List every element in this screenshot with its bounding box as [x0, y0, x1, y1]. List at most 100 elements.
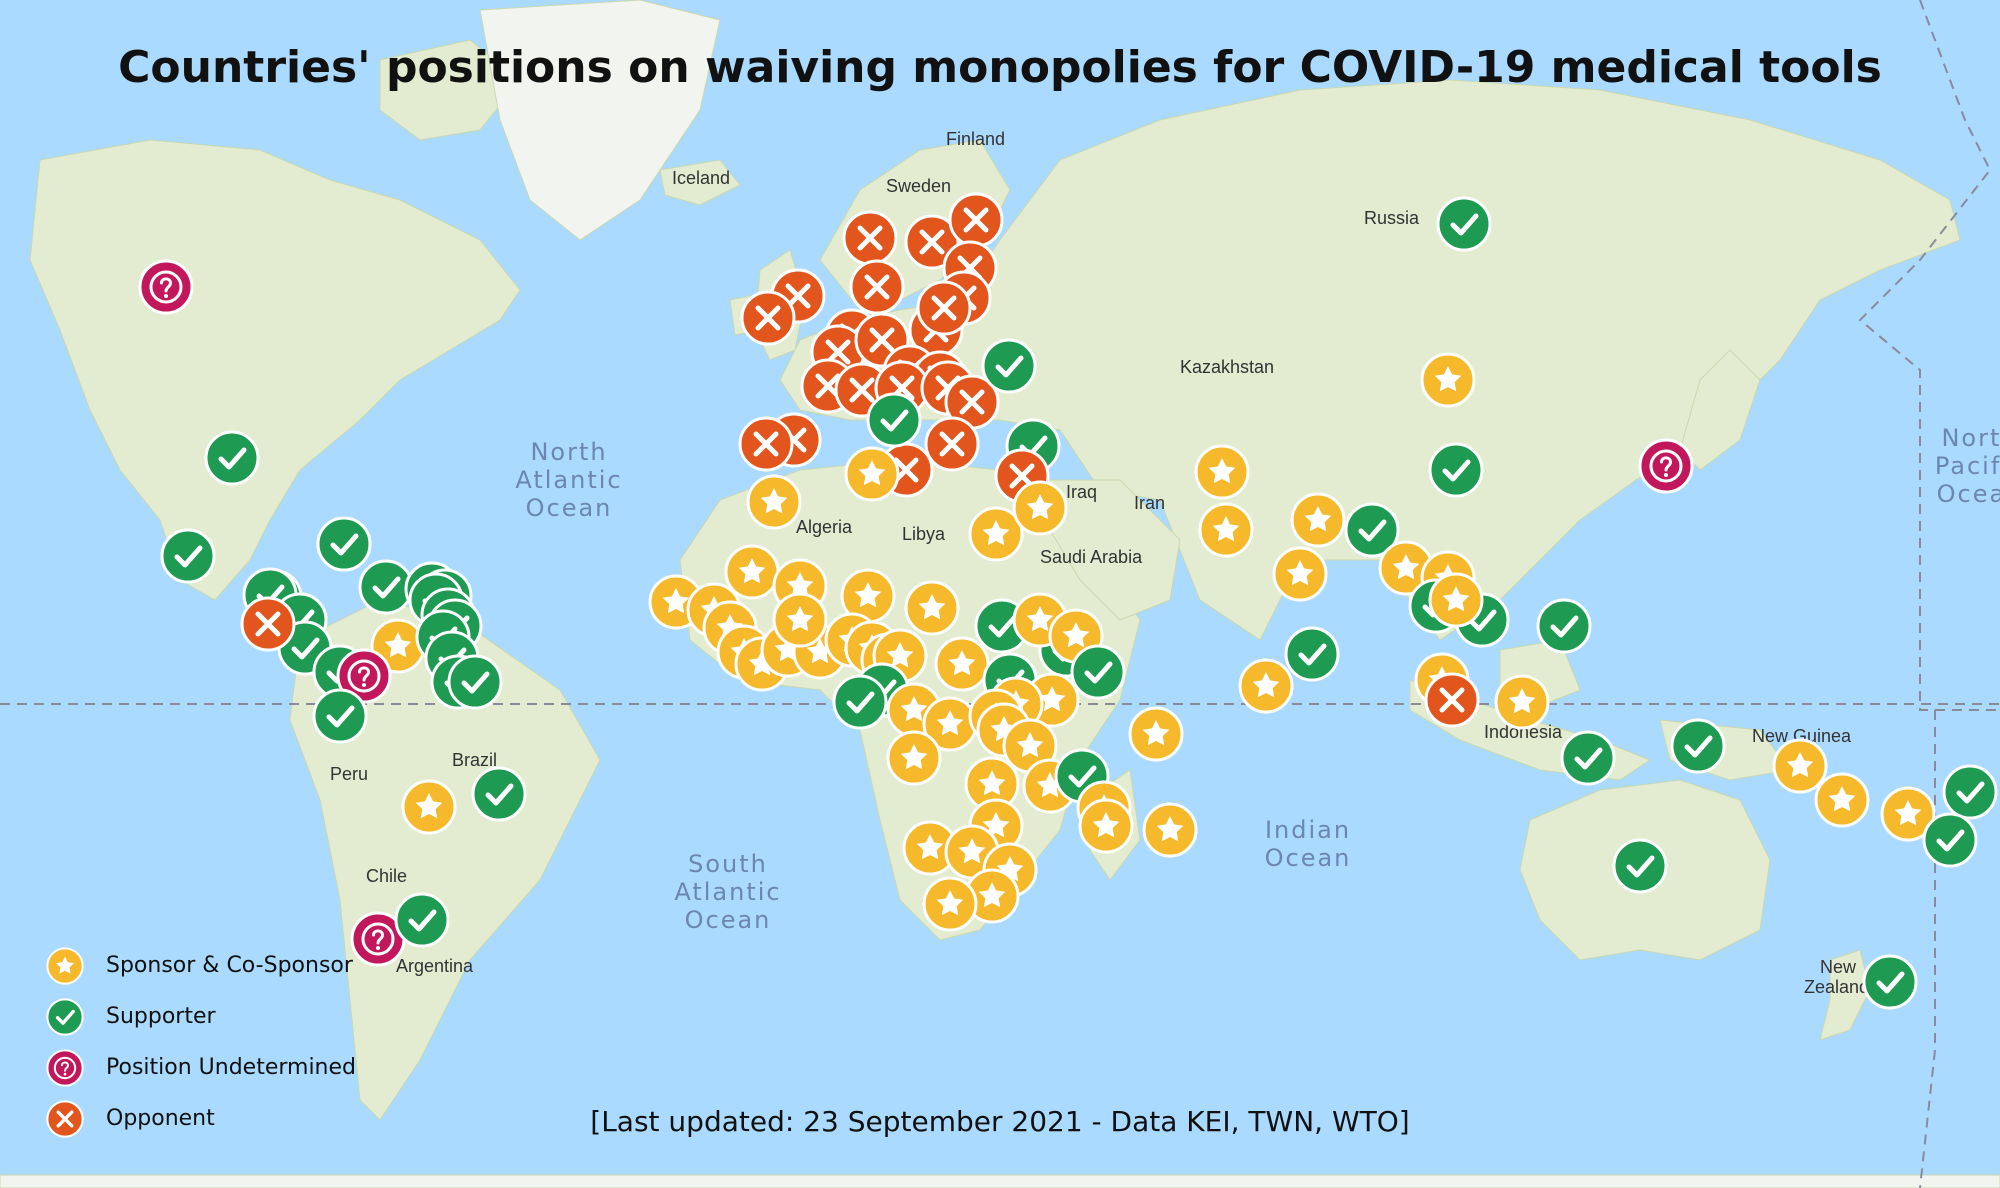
marker-timor-leste[interactable]	[1562, 732, 1614, 784]
question-icon	[46, 1048, 84, 1087]
marker-greece[interactable]	[926, 418, 978, 470]
label-sweden: Sweden	[886, 176, 951, 196]
label-north-atlantic-3: Ocean	[526, 494, 613, 522]
marker-burkina-faso[interactable]	[772, 592, 828, 648]
marker-somalia[interactable]	[1072, 646, 1124, 698]
marker-lithuania[interactable]	[918, 282, 970, 334]
marker-japan[interactable]	[1638, 438, 1694, 494]
star-icon	[46, 946, 84, 985]
marker-tonga[interactable]	[1924, 814, 1976, 866]
marker-philippines[interactable]	[1538, 600, 1590, 652]
marker-gabon[interactable]	[834, 676, 886, 728]
legend-item-supporter: Supporter	[46, 991, 356, 1042]
marker-el-salvador[interactable]	[242, 598, 294, 650]
marker-ukraine[interactable]	[983, 340, 1035, 392]
landmass-new-zealand	[1819, 949, 1871, 1041]
marker-russia[interactable]	[1438, 198, 1490, 250]
marker-ireland[interactable]	[742, 292, 794, 344]
marker-ecuador[interactable]	[314, 690, 366, 742]
marker-portugal[interactable]	[740, 418, 792, 470]
date-line	[1858, 0, 2000, 711]
date-line-south	[1919, 710, 1936, 1188]
marker-australia[interactable]	[1614, 840, 1666, 892]
label-iran: Iran	[1134, 493, 1165, 513]
landmass-arabia	[1039, 479, 1181, 621]
label-north-pacific-1: North	[1941, 424, 2000, 452]
marker-mongolia[interactable]	[1420, 352, 1476, 408]
marker-sri-lanka[interactable]	[1286, 628, 1338, 680]
marker-papua-new-guinea[interactable]	[1672, 720, 1724, 772]
label-russia: Russia	[1364, 208, 1420, 228]
marker-mauritania[interactable]	[724, 544, 780, 600]
marker-indonesia[interactable]	[1494, 674, 1550, 730]
marker-jordan[interactable]	[1012, 480, 1068, 536]
marker-mexico[interactable]	[162, 530, 214, 582]
label-south-atlantic-3: Ocean	[685, 906, 772, 934]
marker-seychelles[interactable]	[1128, 706, 1184, 762]
check-icon	[46, 997, 84, 1036]
marker-morocco[interactable]	[746, 474, 802, 530]
marker-china[interactable]	[1430, 444, 1482, 496]
landmass-arctic-islands	[379, 39, 521, 141]
label-nz-2: Zealand	[1804, 977, 1869, 997]
legend-item-opponent: Opponent	[46, 1093, 356, 1144]
marker-vanuatu[interactable]	[1814, 772, 1870, 828]
label-north-atlantic-2: Atlantic	[515, 466, 622, 494]
label-north-atlantic-1: North	[530, 438, 607, 466]
marker-cuba[interactable]	[318, 518, 370, 570]
marker-united-states[interactable]	[206, 432, 258, 484]
marker-singapore[interactable]	[1426, 674, 1478, 726]
marker-maldives[interactable]	[1238, 658, 1294, 714]
page-title: Countries' positions on waiving monopoli…	[118, 42, 1882, 93]
label-indian-1: Indian	[1265, 816, 1351, 844]
marker-new-zealand[interactable]	[1864, 956, 1916, 1008]
marker-canada[interactable]	[138, 259, 194, 315]
landmass-north-america	[29, 139, 521, 601]
marker-finland[interactable]	[950, 194, 1002, 246]
marker-chad[interactable]	[904, 580, 960, 636]
label-iraq: Iraq	[1066, 482, 1097, 502]
label-south-atlantic-2: Atlantic	[674, 878, 781, 906]
landmass-greenland	[479, 0, 721, 241]
legend-label-undetermined: Position Undetermined	[106, 1055, 357, 1080]
label-north-pacific-2: Pacific	[1935, 452, 2000, 480]
marker-mauritius[interactable]	[1142, 802, 1198, 858]
marker-madagascar[interactable]	[1078, 798, 1134, 854]
marker-argentina[interactable]	[396, 894, 448, 946]
legend-item-sponsor: Sponsor & Co-Sponsor	[46, 940, 356, 991]
marker-afghanistan[interactable]	[1194, 444, 1250, 500]
marker-samoa[interactable]	[1944, 766, 1996, 818]
marker-norway[interactable]	[844, 212, 896, 264]
label-finland: Finland	[946, 129, 1005, 149]
marker-brazil[interactable]	[473, 768, 525, 820]
label-chile: Chile	[366, 866, 407, 886]
label-kazakhstan: Kazakhstan	[1180, 357, 1274, 377]
ocean-labels: North Atlantic Ocean South Atlantic Ocea…	[515, 424, 2000, 934]
marker-italy[interactable]	[868, 394, 920, 446]
marker-suriname[interactable]	[449, 656, 501, 708]
marker-nepal[interactable]	[1290, 492, 1346, 548]
label-peru: Peru	[330, 764, 368, 784]
marker-south-africa[interactable]	[922, 876, 978, 932]
marker-angola[interactable]	[886, 730, 942, 786]
landmass-iceland	[659, 159, 741, 206]
legend-item-undetermined: Position Undetermined	[46, 1042, 356, 1093]
label-indonesia: Indonesia	[1484, 722, 1563, 742]
label-brazil: Brazil	[452, 750, 497, 770]
marker-denmark[interactable]	[851, 261, 903, 313]
marker-cambodia[interactable]	[1428, 572, 1484, 628]
legend-label-supporter: Supporter	[106, 1004, 216, 1029]
label-south-atlantic-1: South	[688, 850, 768, 878]
marker-tunisia[interactable]	[844, 446, 900, 502]
marker-solomon-islands[interactable]	[1772, 738, 1828, 794]
marker-pakistan[interactable]	[1198, 502, 1254, 558]
label-iceland: Iceland	[672, 168, 730, 188]
marker-bolivia[interactable]	[401, 779, 457, 835]
label-libya: Libya	[902, 524, 946, 544]
label-png: New Guinea	[1752, 726, 1852, 746]
marker-jamaica[interactable]	[360, 561, 412, 613]
marker-central-african-republic[interactable]	[934, 636, 990, 692]
marker-india[interactable]	[1272, 546, 1328, 602]
label-saudi: Saudi Arabia	[1040, 547, 1143, 567]
